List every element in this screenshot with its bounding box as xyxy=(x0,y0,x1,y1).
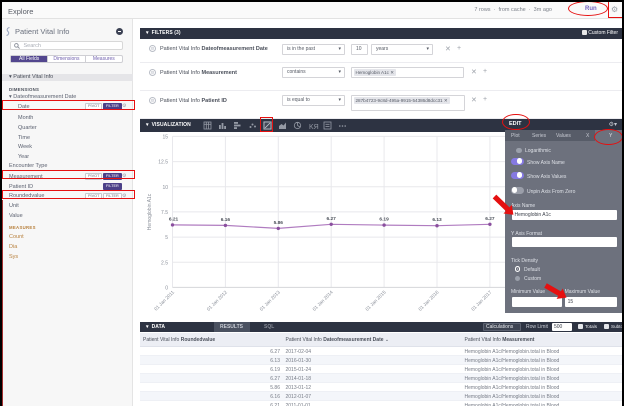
svg-text:01 Jan 2017: 01 Jan 2017 xyxy=(470,289,493,312)
svg-text:01 Jan 2015: 01 Jan 2015 xyxy=(365,289,388,312)
svg-text:01 Jan 2012: 01 Jan 2012 xyxy=(206,289,229,312)
svg-text:0: 0 xyxy=(165,285,168,291)
svg-text:ΚЯ: ΚЯ xyxy=(309,124,319,131)
svg-text:15: 15 xyxy=(162,134,168,140)
svg-text:2.5: 2.5 xyxy=(161,260,168,266)
svg-text:7.5: 7.5 xyxy=(161,210,168,216)
svg-text:01 Jan 2014: 01 Jan 2014 xyxy=(312,289,335,312)
svg-text:01 Jan 2016: 01 Jan 2016 xyxy=(417,289,440,312)
svg-text:12.5: 12.5 xyxy=(158,159,168,165)
svg-text:6.21: 6.21 xyxy=(169,216,179,222)
svg-text:5.86: 5.86 xyxy=(274,219,284,225)
svg-text:6.27: 6.27 xyxy=(485,215,495,221)
svg-text:5: 5 xyxy=(165,235,168,241)
svg-text:6.19: 6.19 xyxy=(379,216,389,222)
svg-text:10: 10 xyxy=(162,184,168,190)
svg-text:6.16: 6.16 xyxy=(221,216,231,222)
svg-text:01 Jan 2011: 01 Jan 2011 xyxy=(153,289,176,312)
svg-text:6.13: 6.13 xyxy=(432,217,442,223)
svg-text:Hemoglobin A1c: Hemoglobin A1c xyxy=(147,193,153,230)
svg-text:6.27: 6.27 xyxy=(327,215,337,221)
svg-text:01 Jan 2013: 01 Jan 2013 xyxy=(259,289,282,312)
